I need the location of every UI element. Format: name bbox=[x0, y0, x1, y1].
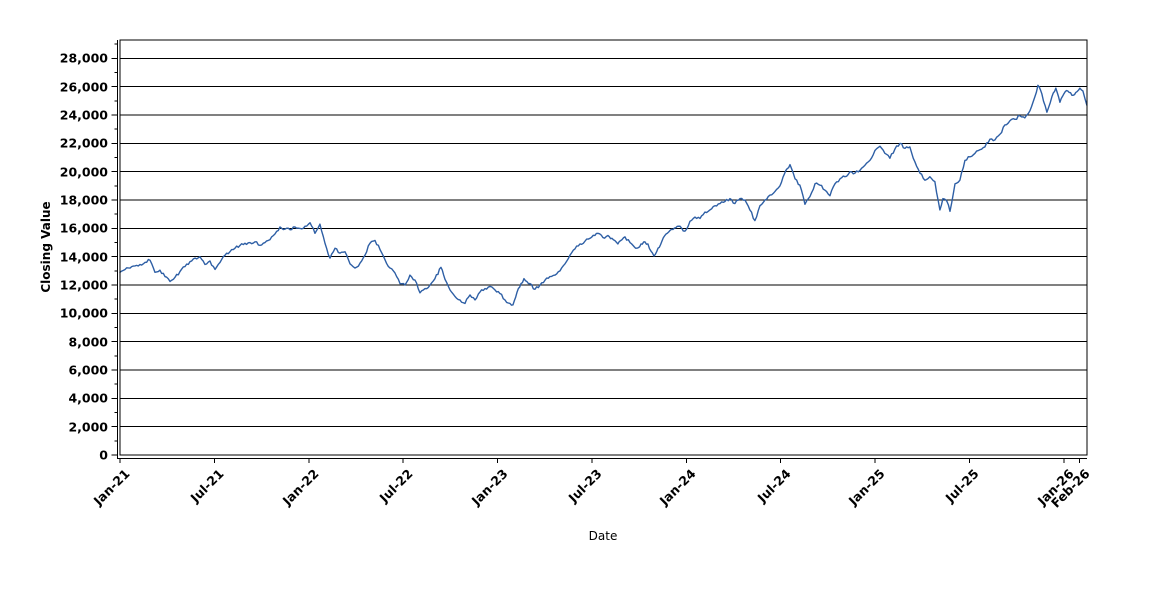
y-tick-label: 20,000 bbox=[59, 164, 108, 180]
y-tick-label: 4,000 bbox=[68, 390, 108, 406]
y-tick-label: 24,000 bbox=[59, 107, 108, 123]
closing-value-line bbox=[119, 84, 1088, 306]
y-tick-label: 12,000 bbox=[59, 277, 108, 293]
y-tick-label: 0 bbox=[99, 447, 108, 463]
y-tick-label: 10,000 bbox=[59, 305, 108, 321]
y-axis-title: Closing Value bbox=[39, 201, 53, 293]
y-tick-label: 14,000 bbox=[59, 249, 108, 265]
y-tick-label: 8,000 bbox=[68, 334, 108, 350]
y-tick-label: 18,000 bbox=[59, 192, 108, 208]
plot-border bbox=[119, 39, 1088, 456]
y-tick-label: 28,000 bbox=[59, 50, 108, 66]
y-tick-label: 22,000 bbox=[59, 135, 108, 151]
y-tick-label: 16,000 bbox=[59, 220, 108, 236]
y-tick-label: 2,000 bbox=[68, 419, 108, 435]
x-axis-title: Date bbox=[588, 529, 618, 543]
y-tick-label: 6,000 bbox=[68, 362, 108, 378]
y-tick-label: 26,000 bbox=[59, 79, 108, 95]
